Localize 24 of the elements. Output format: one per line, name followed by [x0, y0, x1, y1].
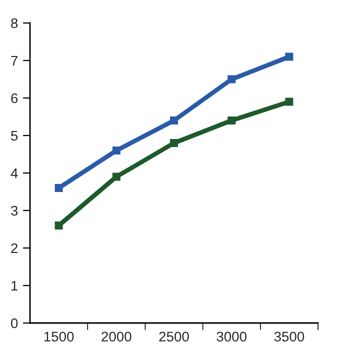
y-tick-label: 7 — [11, 56, 18, 66]
x-tick-label: 3000 — [216, 332, 247, 342]
point — [170, 116, 178, 124]
x-tick-label: 1500 — [44, 332, 74, 342]
point — [112, 172, 120, 181]
point — [285, 98, 294, 106]
y-tick-label: 3 — [11, 206, 18, 216]
point — [54, 222, 63, 230]
y-tick-label: 2 — [11, 243, 18, 254]
x-tick-label: 2500 — [159, 332, 189, 342]
point — [170, 139, 178, 147]
y-tick-label: 4 — [10, 168, 18, 178]
y-tick-label: 6 — [11, 93, 18, 104]
point — [228, 116, 236, 124]
point — [54, 184, 63, 192]
y-tick-label: 5 — [11, 130, 18, 141]
x-tick-label: 2000 — [102, 332, 132, 342]
y-tick-label: 8 — [11, 18, 18, 28]
y-tick-label: 0 — [11, 318, 18, 328]
point — [285, 52, 294, 61]
point — [112, 146, 120, 154]
y-tick-label: 1 — [12, 280, 18, 291]
point — [228, 75, 236, 84]
x-tick-label: 3500 — [274, 332, 304, 342]
